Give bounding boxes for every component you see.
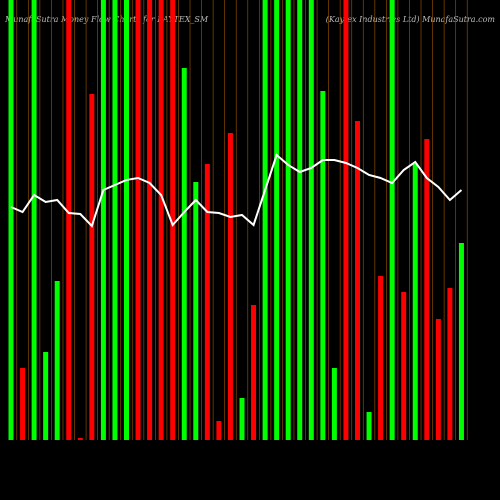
bar <box>112 0 118 440</box>
bar <box>66 0 72 440</box>
bar <box>412 164 418 440</box>
bar <box>378 276 384 440</box>
bar <box>355 121 360 440</box>
chart-title: MunafaSutra Money Flow Charts for KAYTEX… <box>4 15 209 24</box>
bar <box>20 368 26 440</box>
bar <box>227 133 233 440</box>
bar <box>435 319 441 440</box>
bar <box>8 0 14 440</box>
bar <box>331 368 337 440</box>
bar <box>181 68 187 440</box>
bar <box>193 182 199 440</box>
chart-subtitle: (Kaytex Industries Ltd) MunafaSutra.com <box>326 15 496 24</box>
bar <box>147 0 153 440</box>
bar <box>320 91 326 440</box>
bar <box>285 0 291 440</box>
bar <box>239 398 245 440</box>
flow-line <box>10 153 463 228</box>
bar <box>458 243 464 440</box>
bar <box>262 0 268 440</box>
bar <box>251 305 257 440</box>
bar <box>366 412 372 440</box>
bar <box>43 352 49 440</box>
bar <box>297 0 303 440</box>
bar <box>158 0 164 440</box>
bar <box>170 0 176 440</box>
bar <box>216 421 222 440</box>
bar <box>401 292 407 440</box>
bar <box>274 0 280 440</box>
bar <box>31 0 37 440</box>
bar <box>135 0 141 440</box>
bar <box>424 139 430 440</box>
bar <box>447 288 453 440</box>
bar <box>100 0 106 440</box>
bar <box>124 0 129 440</box>
bar <box>389 0 395 440</box>
bar <box>308 0 314 440</box>
bar <box>54 281 60 440</box>
bar <box>204 164 210 440</box>
bar <box>89 94 95 440</box>
bar <box>343 0 349 440</box>
bar <box>77 438 83 440</box>
